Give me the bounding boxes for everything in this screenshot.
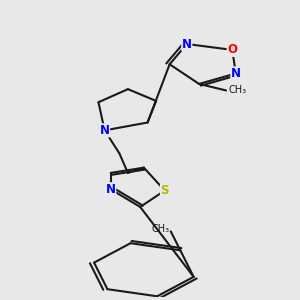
Text: CH₃: CH₃: [229, 85, 247, 95]
Text: O: O: [227, 44, 237, 56]
Text: N: N: [231, 67, 241, 80]
Text: N: N: [100, 124, 110, 137]
Text: S: S: [160, 184, 169, 197]
Text: N: N: [182, 38, 192, 50]
Text: CH₃: CH₃: [152, 224, 170, 234]
Text: N: N: [106, 183, 116, 196]
